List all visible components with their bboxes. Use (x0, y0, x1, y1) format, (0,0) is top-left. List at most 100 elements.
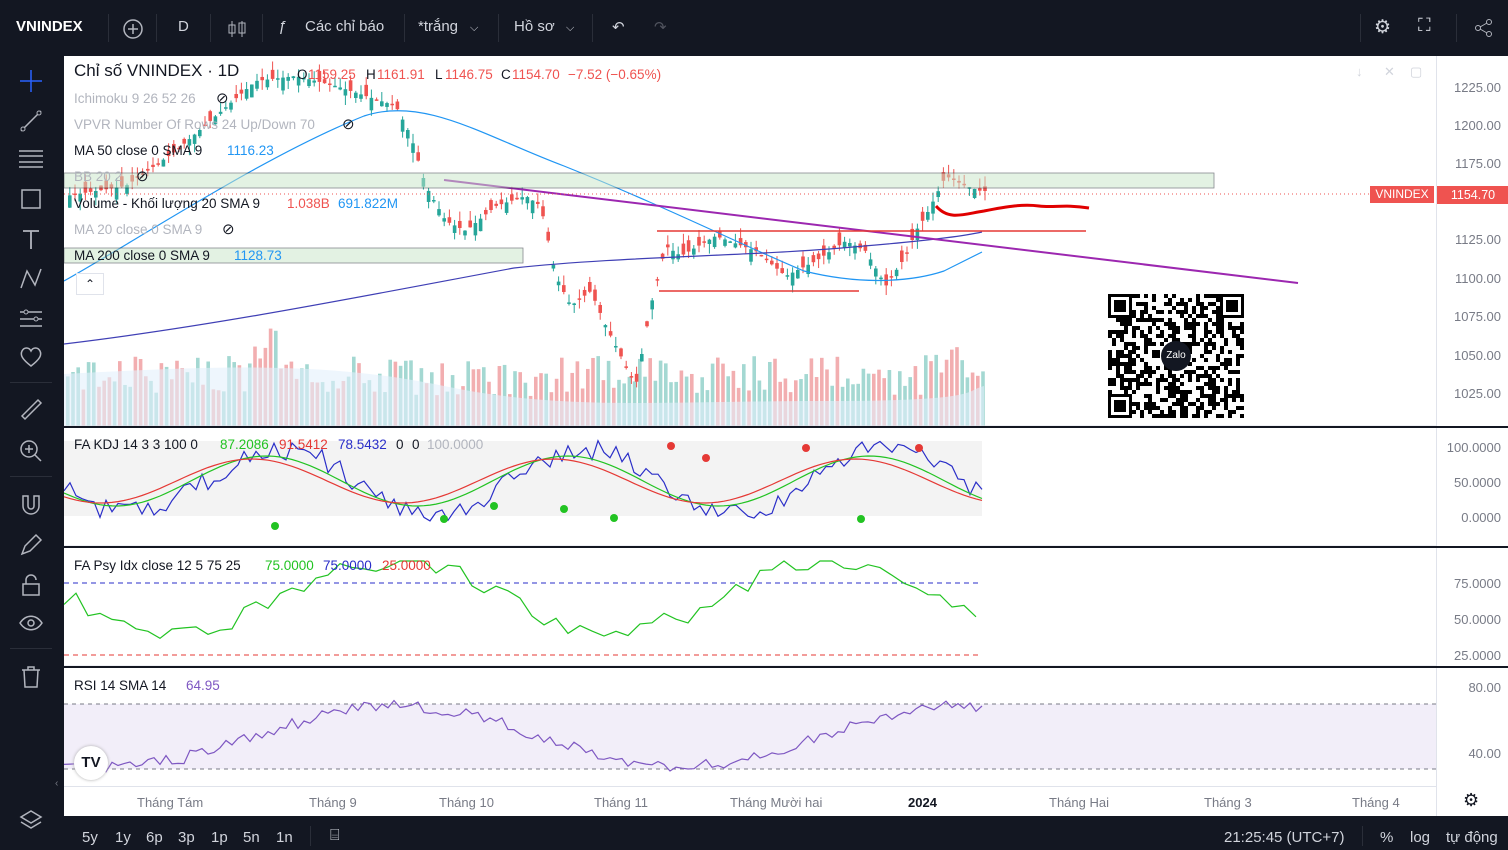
goto-date-icon[interactable]: ⌸ (330, 827, 340, 844)
range-1y[interactable]: 1y (115, 829, 131, 846)
indicator-ma50[interactable]: MA 50 close 0 SMA 9 (74, 143, 203, 158)
volume-bar (752, 356, 756, 426)
fib-retracement-icon[interactable] (18, 146, 44, 172)
volume-bar (898, 371, 902, 426)
indicators-button[interactable]: Các chỉ báo (305, 18, 385, 35)
volume-bar (648, 358, 652, 426)
heart-icon[interactable] (18, 344, 44, 370)
fullscreen-icon[interactable]: ⛶ (1418, 15, 1431, 35)
time-axis[interactable]: Tháng Tám Tháng 9 Tháng 10 Tháng 11 Thán… (64, 786, 1436, 817)
magnet-icon[interactable] (18, 492, 44, 518)
ruler-icon[interactable] (18, 396, 44, 422)
prediction-icon[interactable] (18, 306, 44, 332)
volume-bar (731, 370, 736, 426)
qr-module (1120, 382, 1124, 386)
qr-module (1240, 338, 1244, 342)
candle-body (671, 250, 675, 260)
lock-icon[interactable] (18, 572, 44, 598)
qr-module (1208, 318, 1212, 322)
qr-module (1184, 306, 1188, 310)
range-5y[interactable]: 5y (82, 829, 98, 846)
range-5n[interactable]: 5n (243, 829, 260, 846)
close-pane-icon[interactable]: ✕ (1384, 64, 1395, 79)
pattern-icon[interactable] (18, 266, 44, 292)
trend-line-icon[interactable] (18, 108, 44, 134)
eye-off-icon[interactable]: ⊘ (216, 90, 229, 107)
price-axis[interactable]: 1225.00 1200.00 1175.00 1125.00 1100.00 … (1436, 56, 1508, 816)
candle-body (447, 217, 452, 223)
range-1p[interactable]: 1p (211, 829, 228, 846)
kdj-sell-dot (667, 442, 675, 450)
qr-module (1200, 302, 1204, 306)
candle-body (728, 241, 732, 243)
settings-icon[interactable]: ⚙ (1374, 17, 1392, 38)
eye-off-icon[interactable]: ⊘ (136, 168, 149, 185)
qr-module (1180, 310, 1184, 314)
maximize-pane-icon[interactable]: ▢ (1410, 64, 1423, 79)
kdj-tick: 50.0000 (1454, 475, 1501, 490)
rsi-label[interactable]: RSI 14 SMA 14 (74, 678, 167, 693)
qr-module (1112, 382, 1116, 386)
psy-label[interactable]: FA Psy Idx close 12 5 75 25 (74, 558, 241, 573)
candle-body (296, 76, 301, 86)
qr-module (1144, 294, 1148, 298)
qr-module (1232, 390, 1236, 394)
crosshair-icon[interactable] (18, 68, 44, 94)
kdj-label[interactable]: FA KDJ 14 3 3 100 0 (74, 437, 198, 452)
tradingview-logo[interactable]: TV (74, 746, 108, 780)
indicator-bb[interactable]: BB 20 2 (74, 169, 123, 184)
layers-icon[interactable] (18, 808, 44, 834)
trash-icon[interactable] (18, 664, 44, 690)
share-icon[interactable] (1474, 18, 1494, 38)
eye-icon[interactable] (18, 610, 44, 636)
zoom-in-icon[interactable] (18, 438, 44, 464)
qr-module (1168, 374, 1172, 378)
log-toggle[interactable]: log (1410, 829, 1431, 846)
undo-icon[interactable]: ↶ (612, 19, 625, 36)
interval-button[interactable]: D (178, 18, 189, 35)
drawing-mode-icon[interactable] (18, 532, 44, 558)
pane-separator[interactable] (64, 546, 1508, 548)
collapse-panel-icon[interactable]: ‹ (55, 778, 59, 789)
template-button[interactable]: *trắng (418, 18, 459, 35)
candles-icon[interactable] (226, 18, 248, 40)
eye-off-icon[interactable]: ⊘ (222, 221, 235, 238)
pane-separator[interactable] (64, 426, 1508, 428)
move-down-icon[interactable]: ↓ (1356, 64, 1363, 79)
indicator-ma20[interactable]: MA 20 close 0 SMA 9 (74, 222, 203, 237)
chart-canvas[interactable] (64, 56, 1436, 786)
qr-module (1236, 326, 1240, 330)
symbol-search[interactable]: VNINDEX (16, 18, 83, 35)
indicator-ma200[interactable]: MA 200 close 0 SMA 9 (74, 248, 210, 263)
candle-body (468, 220, 472, 228)
indicator-vpvr[interactable]: VPVR Number Of Rows 24 Up/Down 70 (74, 117, 315, 132)
chart-area[interactable]: Chỉ số VNINDEX · 1D O 1159.25 H 1161.91 … (64, 56, 1436, 786)
qr-module (1144, 406, 1148, 410)
profile-button[interactable]: Hồ sơ (514, 18, 555, 35)
divider (108, 14, 109, 42)
auto-toggle[interactable]: tự động (1446, 829, 1498, 846)
text-icon[interactable] (18, 226, 44, 252)
redo-icon[interactable]: ↷ (654, 19, 667, 36)
range-3p[interactable]: 3p (178, 829, 195, 846)
volume-ma-value: 691.822M (338, 196, 399, 211)
qr-module (1148, 342, 1152, 346)
collapse-legend-button[interactable]: ⌃ (76, 273, 104, 295)
add-symbol-icon[interactable] (122, 18, 144, 40)
range-1n[interactable]: 1n (276, 829, 293, 846)
qr-module (1124, 362, 1128, 366)
clock[interactable]: 21:25:45 (UTC+7) (1224, 829, 1345, 846)
indicator-volume[interactable]: Volume - Khối lượng 20 SMA 9 (74, 196, 260, 211)
pane-separator[interactable] (64, 666, 1508, 668)
range-6p[interactable]: 6p (146, 829, 163, 846)
volume-bar (809, 358, 814, 426)
candle-body (166, 150, 171, 157)
percent-toggle[interactable]: % (1380, 829, 1394, 846)
eye-off-icon[interactable]: ⊘ (342, 116, 355, 133)
rectangle-icon[interactable] (18, 186, 44, 212)
qr-module (1144, 302, 1148, 306)
indicator-ichimoku[interactable]: Ichimoku 9 26 52 26 (74, 91, 196, 106)
qr-module (1192, 330, 1196, 334)
axis-settings-icon[interactable]: ⚙ (1463, 790, 1480, 810)
qr-module (1208, 302, 1212, 306)
